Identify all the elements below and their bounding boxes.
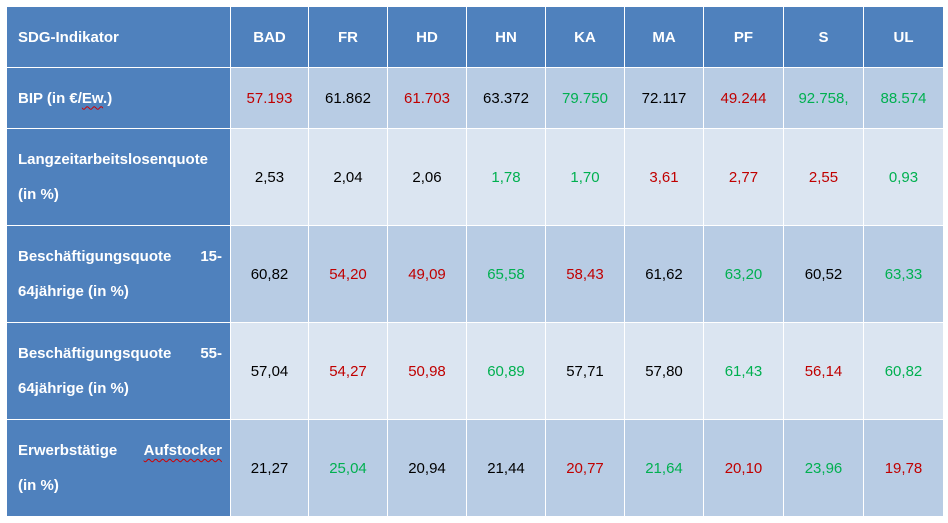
row-label-erwerbstaetige-aufstocker: Erwerbstätige Aufstocker (in %) [6, 419, 231, 517]
label-line: Beschäftigungsquote 55- [18, 336, 222, 371]
table-cell: 20,94 [387, 419, 467, 517]
spellcheck-marked-text: Ew [81, 89, 104, 107]
label-line: 64jährige (in %) [18, 380, 129, 397]
header-col-hd: HD [387, 6, 467, 68]
table-cell: 79.750 [545, 67, 625, 129]
table-cell: 58,43 [545, 225, 625, 323]
row-label-bip: BIP (in €/Ew.) [6, 67, 231, 129]
label-text: 55- [200, 345, 222, 362]
header-row: SDG-Indikator BAD FR HD HN KA MA PF S UL [6, 6, 944, 68]
spellcheck-marked-text: Aufstocker [143, 442, 222, 459]
row-label-beschaeftigungsquote-55-64: Beschäftigungsquote 55- 64jährige (in %) [6, 322, 231, 420]
table-cell: 2,55 [783, 128, 864, 226]
table-cell: 63,20 [703, 225, 784, 323]
label-text: Beschäftigungsquote [18, 345, 172, 362]
table-cell: 2,06 [387, 128, 467, 226]
table-row: Beschäftigungsquote 15- 64jährige (in %) 6… [6, 225, 944, 323]
table-cell: 61.862 [308, 67, 388, 129]
table-cell: 57,04 [230, 322, 309, 420]
header-col-hn: HN [466, 6, 546, 68]
header-col-fr: FR [308, 6, 388, 68]
table-cell: 20,10 [703, 419, 784, 517]
table-cell: 61.703 [387, 67, 467, 129]
table-cell: 1,70 [545, 128, 625, 226]
label-line: (in %) [18, 477, 59, 494]
table-cell: 88.574 [863, 67, 944, 129]
table-cell: 60,82 [230, 225, 309, 323]
label-line: (in %) [18, 186, 59, 203]
table-cell: 0,93 [863, 128, 944, 226]
table-cell: 63,33 [863, 225, 944, 323]
header-col-ul: UL [863, 6, 944, 68]
label-text: 15- [200, 248, 222, 265]
header-col-pf: PF [703, 6, 784, 68]
table-cell: 61,43 [703, 322, 784, 420]
table-cell: 57,71 [545, 322, 625, 420]
table-cell: 63.372 [466, 67, 546, 129]
table-cell: 23,96 [783, 419, 864, 517]
table-cell: 57.193 [230, 67, 309, 129]
label-text: BIP (in €/ [18, 89, 82, 107]
table-row: Erwerbstätige Aufstocker (in %) 21,27 25,0… [6, 419, 944, 517]
header-col-ka: KA [545, 6, 625, 68]
table-row: BIP (in €/Ew.) 57.193 61.862 61.703 63.3… [6, 67, 944, 129]
table-cell: 19,78 [863, 419, 944, 517]
table-cell: 54,27 [308, 322, 388, 420]
table-cell: 60,82 [863, 322, 944, 420]
table-cell: 49.244 [703, 67, 784, 129]
sdg-table-container: SDG-Indikator BAD FR HD HN KA MA PF S UL… [6, 6, 944, 517]
table-cell: 25,04 [308, 419, 388, 517]
header-col-ma: MA [624, 6, 704, 68]
table-cell: 20,77 [545, 419, 625, 517]
label-line: Erwerbstätige Aufstocker [18, 433, 222, 468]
label-text: Erwerbstätige [18, 442, 118, 459]
table-cell: 60,52 [783, 225, 864, 323]
table-cell: 3,61 [624, 128, 704, 226]
table-cell: 72.117 [624, 67, 704, 129]
header-col-s: S [783, 6, 864, 68]
label-line: Beschäftigungsquote 15- [18, 239, 222, 274]
table-row: Langzeitarbeitslosenquote (in %) 2,53 2,0… [6, 128, 944, 226]
table-cell: 49,09 [387, 225, 467, 323]
table-cell: 2,53 [230, 128, 309, 226]
label-text: .) [103, 89, 113, 107]
table-cell: 21,64 [624, 419, 704, 517]
table-cell: 92.758, [783, 67, 864, 129]
table-cell: 2,04 [308, 128, 388, 226]
label-line: Langzeitarbeitslosenquote [18, 151, 209, 168]
header-col-bad: BAD [230, 6, 309, 68]
table-cell: 57,80 [624, 322, 704, 420]
label-text: Beschäftigungsquote [18, 248, 172, 265]
table-cell: 50,98 [387, 322, 467, 420]
table-cell: 1,78 [466, 128, 546, 226]
table-cell: 2,77 [703, 128, 784, 226]
table-cell: 54,20 [308, 225, 388, 323]
table-cell: 65,58 [466, 225, 546, 323]
header-indicator: SDG-Indikator [6, 6, 231, 68]
table-cell: 61,62 [624, 225, 704, 323]
table-cell: 21,44 [466, 419, 546, 517]
sdg-indicator-table: SDG-Indikator BAD FR HD HN KA MA PF S UL… [6, 6, 944, 517]
table-cell: 60,89 [466, 322, 546, 420]
label-line: 64jährige (in %) [18, 283, 129, 300]
row-label-langzeitarbeitslosenquote: Langzeitarbeitslosenquote (in %) [6, 128, 231, 226]
table-row: Beschäftigungsquote 55- 64jährige (in %) 5… [6, 322, 944, 420]
table-cell: 21,27 [230, 419, 309, 517]
table-cell: 56,14 [783, 322, 864, 420]
row-label-beschaeftigungsquote-15-64: Beschäftigungsquote 15- 64jährige (in %) [6, 225, 231, 323]
